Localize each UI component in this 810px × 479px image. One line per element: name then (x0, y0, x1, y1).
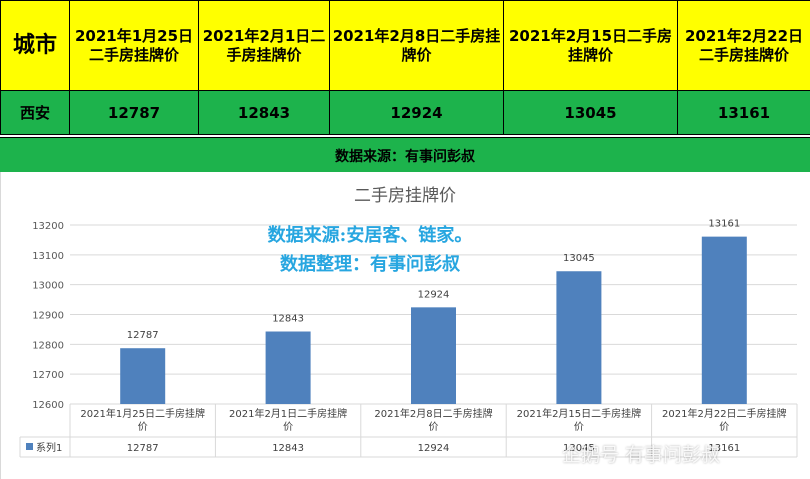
data-table-value: 12843 (272, 443, 304, 454)
x-category-label: 2021年2月22日二手房挂牌 (662, 407, 787, 420)
chart-title: 二手房挂牌价 (354, 186, 456, 206)
overlay-source-line: 数据来源:安居客、链家。 (267, 225, 473, 246)
x-category-label-cont: 价 (138, 421, 148, 433)
legend-series-name: 系列1 (36, 441, 62, 454)
price-cell-5: 13161 (677, 90, 810, 135)
data-label: 13045 (563, 253, 595, 264)
city-header: 城市 (0, 0, 70, 91)
data-table-value: 13045 (563, 443, 595, 454)
y-tick-label: 13000 (32, 281, 64, 292)
price-table: 城市 2021年1月25日二手房挂牌价 2021年2月1日二手房挂牌价 2021… (0, 0, 810, 135)
legend-swatch (26, 443, 33, 450)
x-category-label-cont: 价 (574, 421, 584, 433)
y-tick-label: 13200 (32, 221, 64, 232)
bar (701, 236, 747, 404)
x-category-label: 2021年2月1日二手房挂牌 (229, 407, 347, 420)
y-tick-label: 12700 (32, 370, 64, 381)
data-table-value: 12924 (418, 443, 450, 454)
bar (120, 348, 166, 404)
data-label: 13161 (708, 219, 740, 230)
data-label: 12924 (418, 289, 450, 300)
price-cell-4: 13045 (503, 90, 678, 135)
data-label: 12787 (127, 330, 159, 341)
date-header-3: 2021年2月8日二手房挂牌价 (329, 0, 504, 91)
bar (265, 331, 311, 404)
table-row: 西安 12787 12843 12924 13045 13161 (0, 90, 810, 135)
overlay-compiler-line: 数据整理：有事问彭叔 (280, 254, 460, 275)
data-table-value: 12787 (127, 443, 159, 454)
x-category-label: 2021年1月25日二手房挂牌 (80, 407, 205, 420)
chart-area (0, 172, 810, 479)
price-cell-3: 12924 (329, 90, 504, 135)
watermark: 企鹅号 有事问彭叔 (562, 444, 721, 466)
y-tick-label: 13100 (32, 251, 64, 262)
price-cell-2: 12843 (198, 90, 330, 135)
y-tick-label: 12600 (32, 400, 64, 411)
x-category-label: 2021年2月8日二手房挂牌 (374, 407, 492, 420)
data-table-value: 13161 (708, 443, 740, 454)
bar (411, 307, 456, 404)
city-cell: 西安 (0, 90, 70, 135)
y-tick-label: 12900 (32, 311, 64, 322)
source-bar: 数据来源：有事问彭叔 (0, 137, 810, 173)
bar (556, 271, 602, 404)
y-tick-label: 12800 (32, 340, 64, 351)
date-header-2: 2021年2月1日二手房挂牌价 (198, 0, 330, 91)
date-header-5: 2021年2月22日二手房挂牌价 (677, 0, 810, 91)
data-label: 12843 (272, 314, 304, 325)
x-category-label-cont: 价 (283, 421, 293, 433)
price-cell-1: 12787 (69, 90, 199, 135)
x-category-label-cont: 价 (719, 421, 729, 433)
x-category-label: 2021年2月15日二手房挂牌 (517, 407, 642, 420)
x-category-label-cont: 价 (429, 421, 439, 433)
table-header-row: 城市 2021年1月25日二手房挂牌价 2021年2月1日二手房挂牌价 2021… (0, 0, 810, 91)
